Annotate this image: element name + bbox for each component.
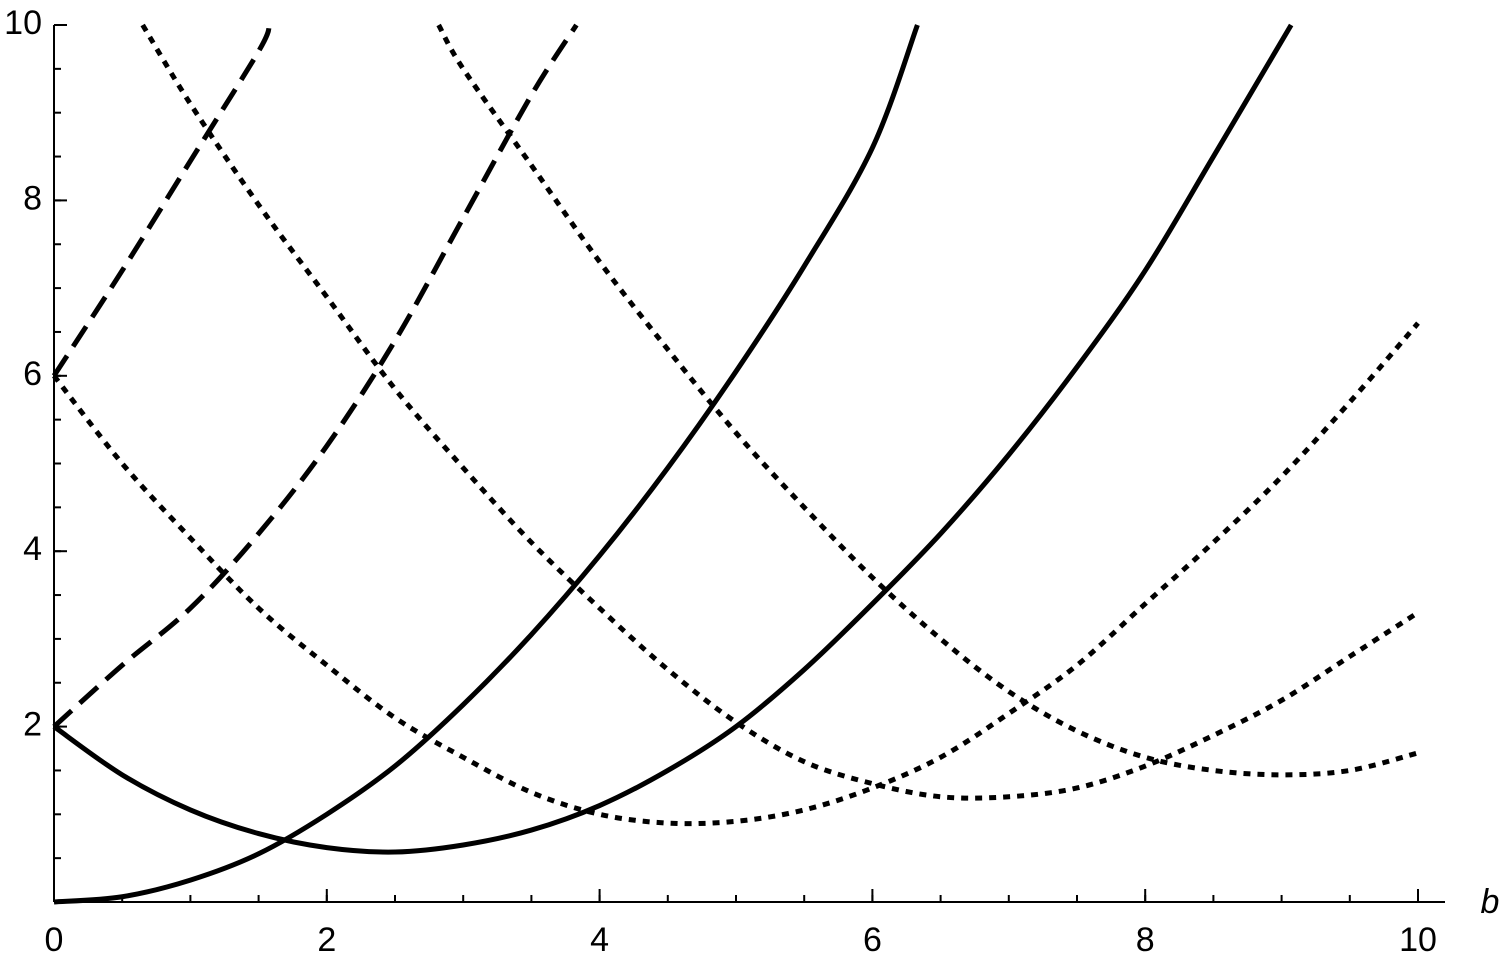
y-tick-label: 6 bbox=[23, 355, 42, 393]
x-tick-label: 2 bbox=[317, 921, 336, 959]
x-tick-label: 4 bbox=[590, 921, 609, 959]
curve bbox=[51, 24, 272, 378]
y-tick-label: 2 bbox=[23, 706, 42, 744]
curve bbox=[53, 24, 920, 905]
x-tick-label: 0 bbox=[45, 921, 64, 959]
x-tick-label: 6 bbox=[863, 921, 882, 959]
x-tick-label: 10 bbox=[1399, 921, 1437, 959]
y-tick-label: 4 bbox=[23, 530, 42, 568]
curve bbox=[52, 23, 1294, 855]
curve bbox=[52, 23, 579, 729]
y-tick-label: 10 bbox=[4, 4, 42, 42]
x-axis-label: b bbox=[1481, 883, 1500, 921]
x-tick-label: 8 bbox=[1136, 921, 1155, 959]
curve bbox=[52, 321, 1420, 827]
curve bbox=[436, 23, 1419, 778]
curve bbox=[140, 23, 1420, 801]
y-tick-label: 8 bbox=[23, 179, 42, 217]
